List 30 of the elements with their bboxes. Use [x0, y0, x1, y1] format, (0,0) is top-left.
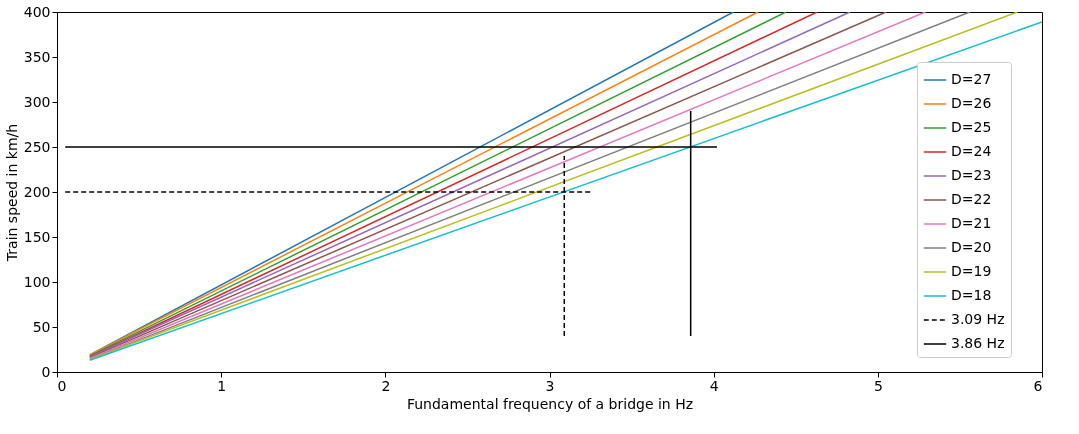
y-tick-label: 0	[41, 363, 51, 380]
legend-label: D=23	[951, 167, 992, 183]
y-tick-label: 350	[23, 48, 51, 65]
legend-label: D=19	[951, 263, 992, 279]
legend-label: D=18	[951, 287, 992, 303]
x-tick-label: 1	[217, 377, 227, 394]
legend-label: D=21	[951, 215, 992, 231]
legend-label: D=26	[951, 95, 992, 111]
y-tick-label: 150	[23, 228, 51, 245]
x-tick-label: 6	[1033, 377, 1043, 394]
legend-label: D=22	[951, 191, 992, 207]
x-tick-label: 4	[709, 377, 719, 394]
y-tick-label: 300	[23, 93, 51, 110]
legend-label: D=27	[951, 71, 992, 87]
y-tick-label: 100	[23, 273, 51, 290]
y-tick-label: 200	[23, 183, 51, 200]
y-tick-label: 50	[32, 318, 51, 335]
y-tick-label: 400	[23, 3, 51, 20]
y-axis-title: Train speed in km/h	[3, 123, 20, 263]
legend-label: 3.86 Hz	[951, 335, 1005, 351]
x-tick-label: 0	[57, 377, 67, 394]
y-tick-label: 250	[23, 138, 51, 155]
legend-label: 3.09 Hz	[951, 311, 1005, 327]
x-tick-label: 2	[381, 377, 391, 394]
x-tick-label: 3	[545, 377, 555, 394]
x-tick-label: 5	[873, 377, 883, 394]
legend-label: D=25	[951, 119, 992, 135]
legend-label: D=20	[951, 239, 992, 255]
x-axis-title: Fundamental frequency of a bridge in Hz	[406, 395, 694, 412]
legend-label: D=24	[951, 143, 992, 159]
